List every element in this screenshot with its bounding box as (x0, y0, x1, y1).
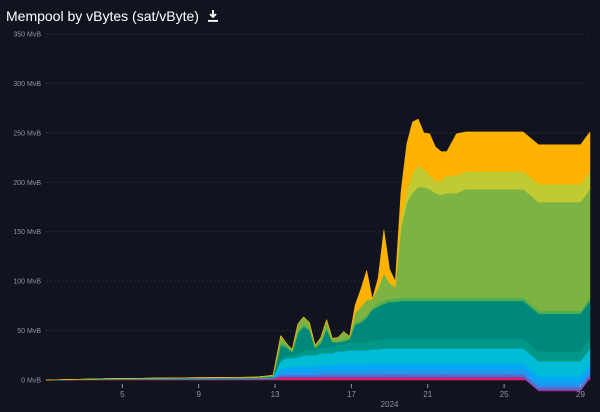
y-tick-label: 350 MvB (13, 32, 41, 39)
area-series-2 (45, 373, 591, 391)
y-tick-label: 200 MvB (13, 180, 41, 187)
y-tick-label: 50 MvB (17, 328, 41, 335)
download-icon[interactable] (207, 9, 219, 23)
y-tick-label: 250 MvB (13, 130, 41, 137)
x-tick-label: 21 (423, 390, 432, 399)
x-tick-label: 9 (196, 390, 201, 399)
area-series-11 (45, 118, 591, 381)
y-tick-label: 300 MvB (13, 81, 41, 88)
area-series-0 (45, 377, 591, 392)
x-tick-label: 17 (347, 390, 356, 399)
chart-title: Mempool by vBytes (sat/vByte) (6, 8, 199, 24)
y-tick-label: 0 MvB (21, 378, 41, 385)
x-tick-label: 25 (500, 390, 509, 399)
stacked-areas (45, 118, 591, 392)
y-axis: 0 MvB 50 MvB 100 MvB 150 MvB 200 MvB 250 MvB 3… (13, 32, 41, 385)
x-tick-label: 29 (576, 390, 585, 399)
chart-header: Mempool by vBytes (sat/vByte) (6, 8, 219, 24)
x-axis-label: 2024 (381, 400, 399, 409)
x-tick-label: 13 (271, 390, 280, 399)
x-axis: 5 9 13 17 21 25 29 2024 (120, 384, 585, 409)
x-tick-label: 5 (120, 390, 125, 399)
y-tick-label: 150 MvB (13, 229, 41, 236)
y-tick-label: 100 MvB (13, 279, 41, 286)
